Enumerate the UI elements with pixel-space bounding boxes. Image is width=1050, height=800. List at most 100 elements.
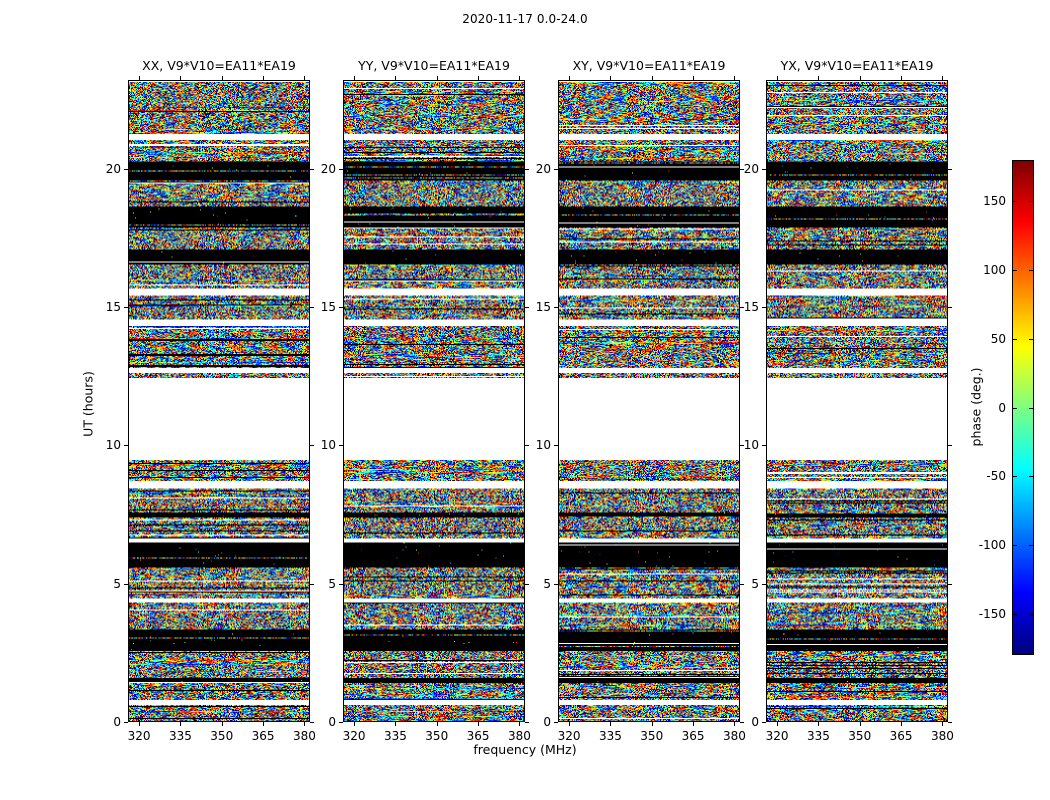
x-tick-mark — [859, 722, 861, 726]
y-tick-label: 0 — [328, 715, 336, 729]
y-tick-mark — [339, 168, 343, 170]
y-tick-label: 20 — [105, 161, 121, 176]
x-tick-label: 365 — [466, 729, 490, 743]
y-tick-label: 20 — [535, 161, 551, 176]
panel-yy[interactable]: YY, V9*V10=EA11*EA19 0 5 10 15 20 320 335 350 36… — [321, 58, 531, 743]
colorbar-tick-mark — [1012, 407, 1017, 409]
x-tick-mark — [395, 722, 397, 726]
colorbar-tick-label: 100 — [983, 263, 1006, 277]
x-tick-mark — [263, 76, 265, 80]
x-tick-label: 380 — [293, 729, 316, 743]
y-tick-mark — [762, 722, 766, 723]
colorbar-tick-mark — [1012, 476, 1017, 478]
y-tick-mark — [339, 445, 343, 447]
y-tick-label: 0 — [113, 715, 121, 729]
y-tick-mark — [740, 445, 744, 447]
y-tick-label: 5 — [113, 576, 121, 591]
y-tick-mark — [310, 583, 314, 585]
y-tick-mark — [948, 445, 952, 447]
y-tick-mark — [339, 583, 343, 585]
colorbar-tick-mark — [1012, 545, 1017, 546]
axes-yy[interactable] — [343, 80, 525, 722]
colorbar-label: phase (deg.) — [968, 367, 984, 447]
y-tick-mark — [554, 583, 558, 585]
y-tick-mark — [762, 445, 766, 447]
x-tick-mark — [569, 722, 571, 726]
y-tick-label: 5 — [751, 576, 759, 591]
y-tick-mark — [525, 445, 529, 447]
x-tick-mark — [777, 76, 779, 80]
y-tick-mark — [554, 722, 558, 723]
y-tick-label: 0 — [543, 715, 551, 729]
x-tick-label: 365 — [889, 729, 913, 743]
colorbar-tick-mark — [1029, 270, 1034, 271]
x-tick-mark — [221, 76, 223, 80]
x-tick-label: 350 — [210, 729, 234, 743]
x-tick-label: 365 — [681, 729, 705, 743]
y-tick-label: 5 — [543, 576, 551, 591]
x-tick-mark — [734, 722, 736, 726]
x-tick-mark — [354, 722, 356, 726]
colorbar-tick-label: -150 — [978, 606, 1006, 621]
y-tick-mark — [762, 583, 766, 585]
colorbar-tick-label: -50 — [986, 469, 1006, 484]
y-tick-mark — [525, 306, 529, 308]
y-tick-label: 15 — [743, 299, 759, 314]
y-tick-mark — [525, 722, 529, 723]
y-tick-mark — [310, 168, 314, 170]
colorbar-tick-mark — [1029, 407, 1034, 409]
x-tick-mark — [139, 76, 141, 80]
y-axis-label: UT (hours) — [80, 371, 96, 437]
y-tick-mark — [740, 722, 744, 723]
y-tick-label: 10 — [320, 438, 336, 453]
x-tick-mark — [610, 76, 612, 80]
y-tick-mark — [948, 306, 952, 308]
x-tick-label: 380 — [723, 729, 746, 743]
colorbar-tick-mark — [1029, 201, 1034, 203]
x-tick-mark — [436, 76, 438, 80]
panel-title-xx: XX, V9*V10=EA11*EA19 — [142, 58, 296, 73]
y-tick-mark — [124, 445, 128, 447]
x-tick-mark — [901, 722, 903, 726]
x-tick-label: 320 — [557, 729, 581, 743]
x-tick-label: 320 — [127, 729, 151, 743]
y-tick-mark — [740, 583, 744, 585]
x-tick-label: 320 — [765, 729, 789, 743]
colorbar-tick-mark — [1029, 613, 1034, 615]
panel-title-xy: XY, V9*V10=EA11*EA19 — [572, 58, 726, 73]
panel-xy[interactable]: XY, V9*V10=EA11*EA19 0 5 10 15 20 320 335 350 36… — [536, 58, 746, 743]
colorbar-tick-mark — [1012, 613, 1017, 615]
x-tick-label: 380 — [508, 729, 531, 743]
x-tick-mark — [859, 76, 861, 80]
x-tick-mark — [693, 76, 695, 80]
axes-yx[interactable] — [766, 80, 948, 722]
y-tick-mark — [740, 306, 744, 308]
y-tick-mark — [124, 722, 128, 723]
panel-title-yx: YX, V9*V10=EA11*EA19 — [780, 58, 934, 73]
x-tick-mark — [818, 722, 820, 726]
panel-xx[interactable]: XX, V9*V10=EA11*EA19 0 5 10 15 20 320 335 350 36… — [106, 58, 316, 743]
x-tick-mark — [478, 722, 480, 726]
x-tick-mark — [734, 76, 736, 80]
y-tick-mark — [554, 168, 558, 170]
colorbar-tick-mark — [1029, 545, 1034, 546]
panel-yx[interactable]: YX, V9*V10=EA11*EA19 0 5 10 15 20 320 335 350 36… — [744, 58, 954, 743]
y-tick-mark — [124, 168, 128, 170]
x-tick-mark — [519, 76, 521, 80]
y-tick-mark — [525, 583, 529, 585]
x-tick-label: 335 — [806, 729, 830, 743]
axes-xx[interactable] — [128, 80, 310, 722]
y-tick-label: 5 — [328, 576, 336, 591]
y-tick-mark — [948, 583, 952, 585]
colorbar-tick-mark — [1012, 338, 1017, 340]
x-tick-mark — [304, 76, 306, 80]
axes-xy[interactable] — [558, 80, 740, 722]
y-tick-label: 15 — [535, 299, 551, 314]
y-tick-mark — [740, 168, 744, 170]
y-tick-label: 20 — [320, 161, 336, 176]
figure-title: 2020-11-17 0.0-24.0 — [462, 12, 588, 26]
y-tick-mark — [124, 583, 128, 585]
y-tick-mark — [310, 306, 314, 308]
x-tick-label: 320 — [342, 729, 366, 743]
x-tick-mark — [777, 722, 779, 726]
